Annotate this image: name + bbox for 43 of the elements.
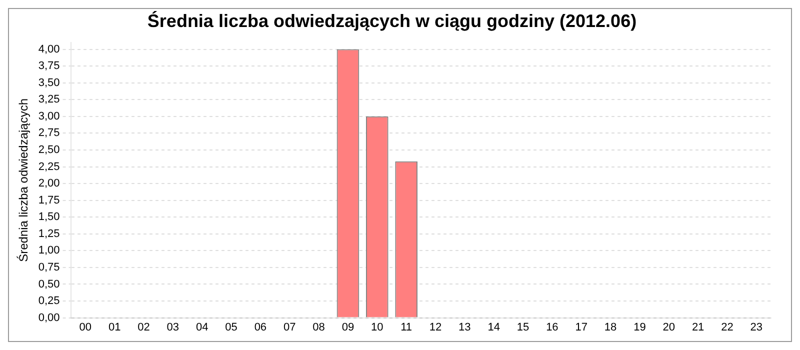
y-tick-label: 0,75 bbox=[38, 261, 60, 274]
chart-title: Średnia liczba odwiedzających w ciągu godziny (2012.06) bbox=[147, 10, 637, 31]
x-tick-label: 17 bbox=[575, 321, 588, 334]
x-tick-label: 15 bbox=[516, 321, 530, 334]
y-tick-label: 4,00 bbox=[38, 43, 60, 56]
x-tick-label: 09 bbox=[342, 321, 354, 334]
x-tick-label: 06 bbox=[254, 321, 267, 334]
x-tick-label: 22 bbox=[721, 321, 734, 334]
x-tick-label: 19 bbox=[634, 321, 646, 334]
y-tick-label: 2,00 bbox=[38, 178, 60, 190]
x-tick-label: 10 bbox=[371, 321, 384, 334]
x-tick-label: 11 bbox=[400, 321, 412, 334]
x-tick-label: 01 bbox=[108, 321, 121, 334]
y-tick-label: 3,50 bbox=[38, 76, 60, 89]
y-tick-label: 2,50 bbox=[38, 144, 60, 156]
x-tick-label: 07 bbox=[283, 321, 296, 334]
x-tick-label: 21 bbox=[692, 321, 704, 334]
x-tick-label: 02 bbox=[138, 321, 150, 334]
x-tick-label: 13 bbox=[458, 321, 471, 334]
x-tick-label: 03 bbox=[166, 321, 180, 334]
y-tick-label: 0,50 bbox=[38, 278, 60, 290]
x-tick-label: 18 bbox=[604, 321, 617, 334]
y-tick-label: 0,25 bbox=[38, 295, 60, 308]
y-tick-label: 3,25 bbox=[38, 94, 60, 106]
y-tick-label: 1,25 bbox=[38, 228, 60, 240]
y-tick-label: 1,00 bbox=[38, 244, 60, 257]
x-tick-label: 16 bbox=[546, 321, 558, 334]
y-tick-label: 3,75 bbox=[38, 60, 60, 72]
y-axis-title: Średnia liczba odwiedzających bbox=[16, 98, 31, 262]
x-tick-label: 00 bbox=[79, 321, 92, 334]
x-tick-label: 04 bbox=[196, 321, 208, 334]
y-tick-label: 1,50 bbox=[38, 211, 60, 224]
y-tick-label: 2,25 bbox=[38, 160, 60, 173]
x-tick-label: 05 bbox=[225, 321, 238, 334]
y-tick-label: 3,00 bbox=[38, 110, 60, 122]
y-tick-label: 2,75 bbox=[38, 127, 60, 140]
x-tick-label: 12 bbox=[429, 321, 442, 334]
x-tick-label: 08 bbox=[312, 321, 325, 334]
y-tick-label: 1,75 bbox=[38, 194, 60, 206]
x-tick-label: 14 bbox=[488, 321, 500, 334]
x-tick-label: 23 bbox=[750, 321, 763, 334]
y-tick-label: 0,00 bbox=[38, 312, 60, 324]
x-tick-label: 20 bbox=[662, 321, 676, 334]
